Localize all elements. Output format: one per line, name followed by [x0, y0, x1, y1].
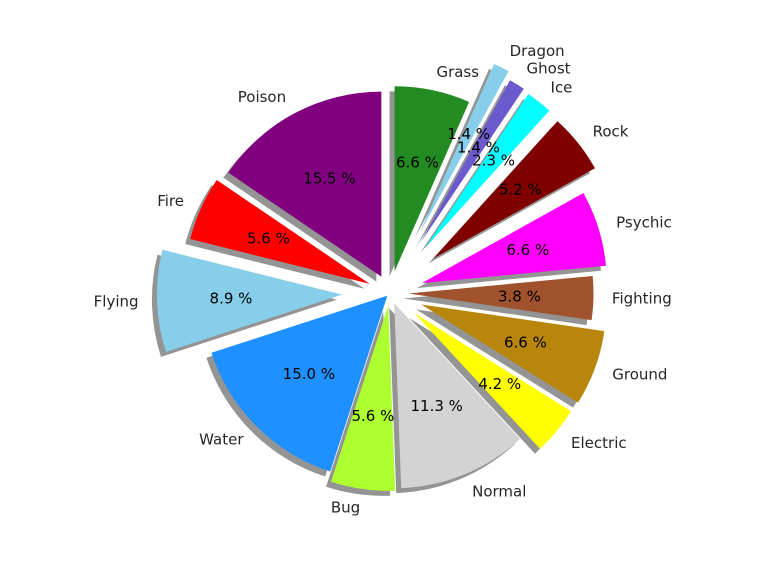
- slice-percent-psychic: 6.6 %: [506, 241, 549, 259]
- pie-slice-electric: [414, 313, 572, 449]
- slice-label-ground: Ground: [612, 366, 667, 384]
- slice-label-fighting: Fighting: [612, 290, 672, 308]
- slice-label-normal: Normal: [472, 482, 526, 500]
- pie-slice-psychic: [421, 192, 606, 284]
- slice-label-psychic: Psychic: [616, 214, 672, 232]
- slice-percent-poison: 15.5 %: [303, 170, 355, 188]
- pie-slice-grass: [394, 86, 470, 272]
- slice-label-fire: Fire: [157, 192, 184, 210]
- slice-percent-rock: 5.2 %: [499, 180, 542, 198]
- pie-slice-poison: [228, 91, 382, 277]
- slice-label-electric: Electric: [571, 434, 627, 452]
- pie-slice-normal: [394, 303, 521, 489]
- pie-slice-water: [211, 295, 388, 472]
- slice-label-ghost: Ghost: [527, 60, 571, 78]
- pie-slice-fire: [190, 179, 370, 284]
- slice-label-dragon: Dragon: [510, 42, 565, 60]
- slice-percent-electric: 4.2 %: [478, 375, 521, 393]
- slice-percent-ice: 2.3 %: [472, 151, 515, 169]
- slice-percent-fighting: 3.8 %: [498, 287, 541, 305]
- slice-percent-normal: 11.3 %: [411, 397, 463, 415]
- slice-percent-water: 15.0 %: [283, 365, 335, 383]
- slice-percent-fire: 5.6 %: [247, 230, 290, 248]
- pie-slice-ice: [425, 94, 550, 248]
- slice-percent-ground: 6.6 %: [504, 334, 547, 352]
- pie-slice-ground: [421, 304, 605, 403]
- slice-percent-flying: 8.9 %: [210, 289, 253, 307]
- pie-slice-rock: [433, 121, 595, 259]
- slice-label-bug: Bug: [331, 498, 360, 516]
- slice-layer: [156, 63, 606, 491]
- slice-percent-dragon: 1.4 %: [447, 125, 490, 143]
- pie-slice-bug: [331, 305, 396, 491]
- slice-label-flying: Flying: [94, 293, 139, 311]
- label-layer: Poison 15.5 % Fire 5.6 % Flying 8.9 % Water 15.…: [94, 42, 672, 517]
- slice-percent-bug: 5.6 %: [351, 407, 394, 425]
- slice-label-ice: Ice: [551, 78, 573, 96]
- slice-percent-grass: 6.6 %: [396, 154, 439, 172]
- pie-slice-dragon: [419, 63, 509, 234]
- slice-label-poison: Poison: [238, 88, 286, 106]
- slice-label-rock: Rock: [593, 123, 629, 141]
- slice-label-water: Water: [199, 431, 244, 449]
- slice-label-grass: Grass: [436, 63, 479, 81]
- pie-slice-flying: [156, 249, 342, 352]
- pie-slice-ghost: [420, 80, 524, 243]
- slice-percent-ghost: 1.4 %: [457, 139, 500, 157]
- pie-slice-fighting: [408, 276, 594, 321]
